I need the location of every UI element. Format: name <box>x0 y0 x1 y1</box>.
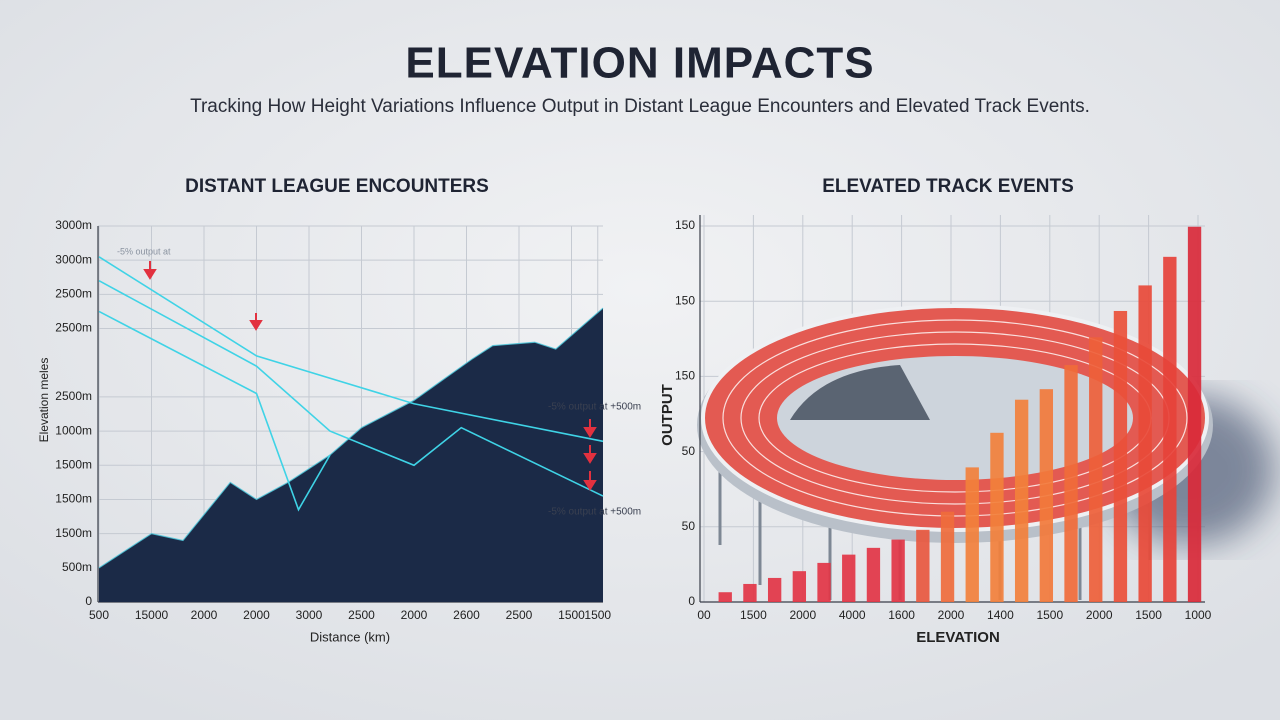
bar <box>990 432 1004 602</box>
bar <box>1138 285 1152 602</box>
x-tick-label: 500 <box>89 608 109 622</box>
y-tick-label: 50 <box>682 444 696 458</box>
bar <box>866 547 881 602</box>
bar <box>792 571 807 602</box>
x-tick-label: 1500 <box>558 608 585 622</box>
y-tick-label: 150 <box>675 218 695 232</box>
y-tick-label: 2500m <box>55 287 92 301</box>
chart-title: ELEVATED TRACK EVENTS <box>822 176 1074 197</box>
bar <box>891 539 905 602</box>
y-tick-label: 1500m <box>55 526 92 540</box>
y-tick-label: 500m <box>62 560 92 574</box>
bar <box>842 554 856 602</box>
bar <box>965 467 979 602</box>
annotation: -5% output at +500m <box>548 507 641 518</box>
x-tick-label: 2000 <box>789 608 816 622</box>
y-tick-label: 150 <box>675 293 695 307</box>
bar <box>1089 337 1103 602</box>
trend-line <box>98 279 604 497</box>
right-chart: 0 50 50 150 150 150 00 1500 2000 4000 1600 2000 1400… <box>675 215 1212 622</box>
x-tick-label: 3000 <box>296 608 323 622</box>
y-tick-label: 3000m <box>55 252 92 266</box>
x-tick-label: 00 <box>697 608 711 622</box>
y-tick-label: 3000m <box>55 218 92 232</box>
bar <box>940 511 955 602</box>
bar <box>767 577 782 602</box>
trend-line <box>98 310 331 512</box>
bar <box>1014 399 1029 602</box>
y-tick-label: 1500m <box>55 457 92 471</box>
x-tick-label: 2500 <box>348 608 375 622</box>
x-tick-label: 2000 <box>401 608 428 622</box>
x-tick-label: 2000 <box>191 608 218 622</box>
bar <box>916 529 930 602</box>
y-tick-label: 1500m <box>55 492 92 506</box>
page-subtitle: Tracking How Height Variations Influence… <box>190 96 1090 117</box>
annotation: -5% output at <box>117 246 171 256</box>
bar <box>1113 310 1128 602</box>
y-axis-title: OUTPUT <box>659 384 676 446</box>
y-tick-label: 1000m <box>55 423 92 437</box>
x-axis-title: ELEVATION <box>916 629 1000 646</box>
x-axis-title: Distance (km) <box>310 629 390 644</box>
x-tick-label: 1400 <box>987 608 1014 622</box>
bar <box>1064 365 1078 602</box>
page-title: ELEVATION IMPACTS <box>405 39 874 88</box>
chart-title: DISTANT LEAGUE ENCOUNTERS <box>185 176 489 197</box>
left-chart: 0 500m 1500m 1500m 1500m 1000m 2500m 2500m 2500m… <box>55 218 641 622</box>
x-tick-label: 2500 <box>506 608 533 622</box>
x-tick-label: 2000 <box>243 608 270 622</box>
x-tick-label: 2000 <box>1086 608 1113 622</box>
bar <box>1163 256 1177 602</box>
x-tick-label: 1500 <box>1036 608 1063 622</box>
area <box>99 308 603 602</box>
x-tick-label: 1500 <box>740 608 767 622</box>
x-tick-label: 2600 <box>453 608 480 622</box>
arrows <box>143 261 597 491</box>
bar <box>1039 389 1054 602</box>
annotation: -5% output at +500m <box>548 402 641 413</box>
x-tick-label: 1500 <box>1135 608 1162 622</box>
trend-line <box>98 256 604 443</box>
y-tick-label: 0 <box>688 594 695 608</box>
x-tick-label: 2000 <box>938 608 965 622</box>
x-tick-label: 1500 <box>584 608 611 622</box>
bar <box>817 562 831 602</box>
bar <box>1187 226 1202 602</box>
y-tick-label: 2500m <box>55 321 92 335</box>
x-tick-label: 1000 <box>1185 608 1212 622</box>
y-axis-title: Elevation meles <box>37 358 51 443</box>
bar <box>718 592 732 602</box>
x-tick-label: 4000 <box>839 608 866 622</box>
x-tick-label: 15000 <box>135 608 169 622</box>
bar <box>743 583 757 602</box>
area-edge <box>98 307 604 569</box>
y-tick-label: 0 <box>85 594 92 608</box>
y-tick-label: 2500m <box>55 389 92 403</box>
x-tick-label: 1600 <box>888 608 915 622</box>
y-tick-label: 50 <box>682 519 696 533</box>
y-tick-label: 150 <box>675 369 695 383</box>
